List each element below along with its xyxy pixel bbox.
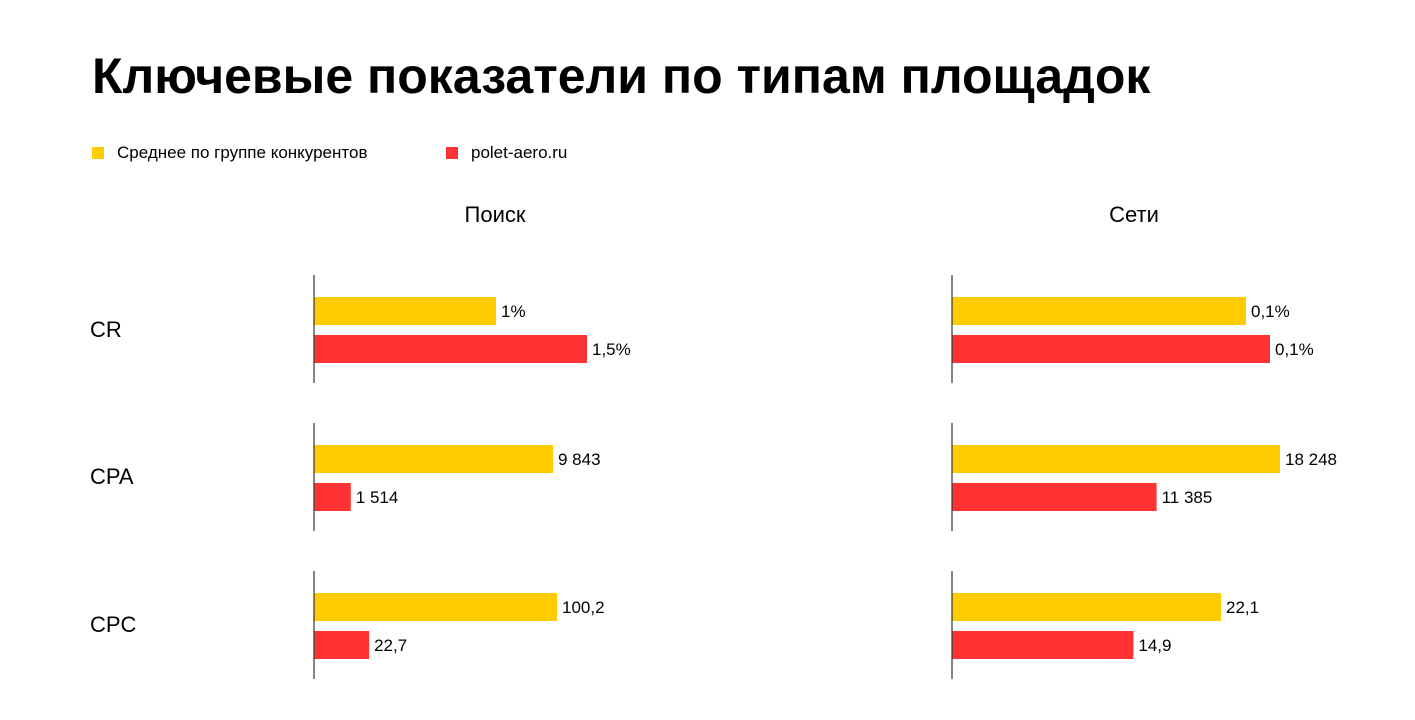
data-label-networks-cr-competitors: 0,1% <box>1251 302 1290 321</box>
data-label-search-cpa-competitors: 9 843 <box>558 450 601 469</box>
bar-networks-cpc-polet-aero <box>952 631 1134 659</box>
data-label-search-cpc-competitors: 100,2 <box>562 598 605 617</box>
panel-title-search: Поиск <box>464 202 526 227</box>
bar-networks-cr-competitors <box>952 297 1246 325</box>
data-label-search-cpa-polet-aero: 1 514 <box>356 488 399 507</box>
row-label-cpa: CPA <box>90 464 134 489</box>
data-label-networks-cpa-polet-aero: 11 385 <box>1162 488 1213 507</box>
legend-label-competitors: Среднее по группе конкурентов <box>117 143 368 162</box>
bar-search-cpa-competitors <box>314 445 553 473</box>
data-label-networks-cpa-competitors: 18 248 <box>1285 450 1337 469</box>
data-label-search-cr-polet-aero: 1,5% <box>592 340 631 359</box>
data-label-networks-cr-polet-aero: 0,1% <box>1275 340 1314 359</box>
legend-swatch-competitors <box>92 147 104 159</box>
bar-networks-cr-polet-aero <box>952 335 1270 363</box>
bar-networks-cpa-competitors <box>952 445 1280 473</box>
data-label-networks-cpc-competitors: 22,1 <box>1226 598 1259 617</box>
bar-networks-cpa-polet-aero <box>952 483 1157 511</box>
page-title: Ключевые показатели по типам площадок <box>92 48 1151 104</box>
legend-item-competitors: Среднее по группе конкурентов <box>92 142 367 164</box>
bar-search-cpc-polet-aero <box>314 631 370 659</box>
bar-search-cr-polet-aero <box>314 335 587 363</box>
row-label-cr: CR <box>90 317 122 342</box>
legend-swatch-polet-aero <box>446 147 458 159</box>
legend-item-polet-aero: polet-aero.ru <box>446 142 567 164</box>
data-label-search-cr-competitors: 1% <box>501 302 526 321</box>
panel-title-networks: Сети <box>1109 202 1159 227</box>
bar-search-cpa-polet-aero <box>314 483 351 511</box>
data-label-networks-cpc-polet-aero: 14,9 <box>1138 636 1171 655</box>
data-label-search-cpc-polet-aero: 22,7 <box>374 636 407 655</box>
bar-search-cpc-competitors <box>314 593 557 621</box>
row-label-cpc: CPC <box>90 612 137 637</box>
bar-networks-cpc-competitors <box>952 593 1221 621</box>
bar-search-cr-competitors <box>314 297 496 325</box>
legend-label-polet-aero: polet-aero.ru <box>471 143 568 162</box>
